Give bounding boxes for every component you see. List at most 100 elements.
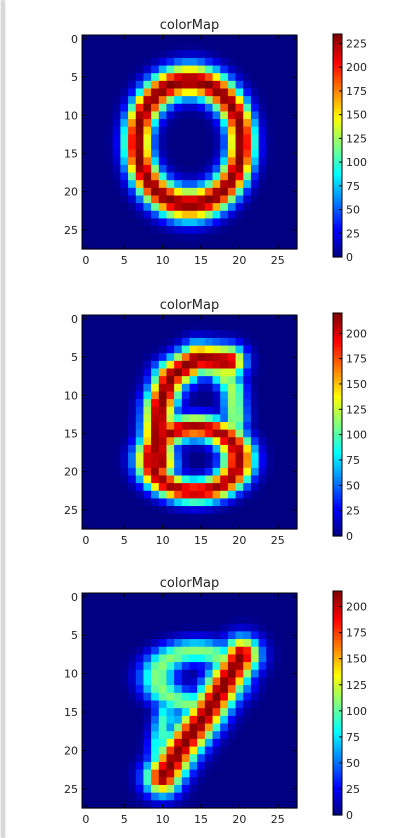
heatmap-cell	[220, 685, 229, 694]
heatmap-cell	[151, 65, 160, 74]
heatmap-cell	[89, 57, 98, 67]
colorbar-segment	[333, 710, 342, 715]
heatmap-cell	[281, 210, 290, 220]
heatmap-cell	[227, 383, 237, 393]
heatmap-cell	[220, 383, 229, 393]
heatmap-cell	[243, 631, 252, 640]
heatmap-cell	[197, 180, 206, 189]
heatmap-cell	[212, 195, 221, 204]
heatmap-cell	[174, 376, 183, 385]
colorbar-segment	[333, 383, 342, 388]
heatmap-cell	[105, 180, 114, 189]
y-tick-label: 10	[64, 668, 78, 681]
heatmap-cell	[189, 460, 198, 469]
heatmap-cell	[197, 746, 206, 755]
colorbar-segment	[333, 160, 342, 165]
heatmap-cell	[212, 700, 221, 709]
heatmap-cell	[143, 669, 152, 679]
heatmap-cell	[151, 677, 160, 686]
heatmap-cell	[181, 360, 191, 370]
heatmap-cell	[227, 631, 237, 640]
heatmap-cell	[250, 73, 260, 82]
heatmap-cell	[181, 800, 191, 809]
heatmap-cell	[112, 784, 121, 794]
heatmap-cell	[166, 134, 175, 143]
heatmap-cell	[120, 662, 129, 671]
heatmap-cell	[135, 345, 145, 354]
heatmap-cell	[189, 593, 198, 602]
heatmap-cell	[166, 57, 175, 67]
heatmap-cell	[105, 322, 114, 331]
heatmap-cell	[243, 708, 252, 717]
heatmap-cell	[235, 467, 244, 477]
colorbar-tick-label: 100	[346, 429, 367, 442]
colorbar-segment	[333, 238, 342, 243]
heatmap-cell	[289, 65, 298, 74]
heatmap-cell	[235, 368, 244, 377]
heatmap-cell	[135, 452, 145, 461]
heatmap-cell	[120, 784, 129, 794]
heatmap-cell	[204, 233, 214, 242]
heatmap-cell	[189, 715, 198, 725]
heatmap-cell	[158, 111, 168, 120]
heatmap-cell	[289, 777, 298, 786]
heatmap-cell	[220, 203, 229, 212]
heatmap-cell	[82, 792, 91, 801]
heatmap-cell	[97, 187, 106, 197]
heatmap-cell	[174, 467, 183, 477]
heatmap-cell	[135, 360, 145, 370]
heatmap-cell	[258, 761, 267, 771]
heatmap-cell	[204, 521, 214, 530]
heatmap-cell	[197, 111, 206, 120]
heatmap-cell	[250, 600, 260, 609]
y-tick-label: 25	[64, 224, 78, 237]
heatmap-cell	[212, 792, 221, 801]
colorbar-segment	[333, 126, 342, 132]
heatmap-cell	[227, 700, 237, 709]
heatmap-cell	[197, 103, 206, 113]
heatmap-cell	[181, 437, 191, 446]
heatmap-cell	[89, 490, 98, 500]
heatmap-cell	[212, 368, 221, 377]
heatmap-cell	[128, 761, 137, 771]
heatmap-cell	[258, 57, 267, 67]
heatmap-cell	[243, 723, 252, 732]
heatmap-cell	[227, 103, 237, 113]
heatmap-cell	[289, 233, 298, 242]
heatmap-cell	[220, 149, 229, 158]
scrollbar-thumb[interactable]	[1, 0, 5, 838]
heatmap-cell	[105, 677, 114, 686]
heatmap-cell	[258, 172, 267, 181]
heatmap-cell	[135, 784, 145, 794]
heatmap-cell	[105, 639, 114, 648]
heatmap-cell	[197, 513, 206, 522]
heatmap-cell	[289, 513, 298, 522]
heatmap-cell	[212, 406, 221, 415]
heatmap-cell	[281, 399, 290, 408]
heatmap-cell	[243, 119, 252, 128]
heatmap-cell	[235, 80, 244, 90]
heatmap-cell	[212, 322, 221, 331]
heatmap-cell	[105, 80, 114, 90]
heatmap-cell	[243, 646, 252, 656]
heatmap-cell	[97, 35, 106, 44]
heatmap-cell	[158, 50, 168, 59]
colorbar-segment	[333, 439, 342, 444]
heatmap-cell	[197, 437, 206, 446]
heatmap-cell	[258, 226, 267, 235]
heatmap-cell	[258, 149, 267, 158]
heatmap-cell	[189, 600, 198, 609]
heatmap-cell	[281, 126, 290, 135]
heatmap-cell	[227, 483, 237, 492]
heatmap-cell	[158, 723, 168, 732]
heatmap-cell	[143, 126, 152, 135]
heatmap-cell	[204, 731, 214, 740]
heatmap-cell	[266, 437, 275, 446]
heatmap-cell	[289, 608, 298, 617]
heatmap-cell	[212, 164, 221, 174]
heatmap-cell	[112, 96, 121, 105]
scrollbar-track[interactable]	[0, 0, 6, 838]
heatmap-cell	[227, 315, 237, 324]
heatmap-cell	[197, 600, 206, 609]
